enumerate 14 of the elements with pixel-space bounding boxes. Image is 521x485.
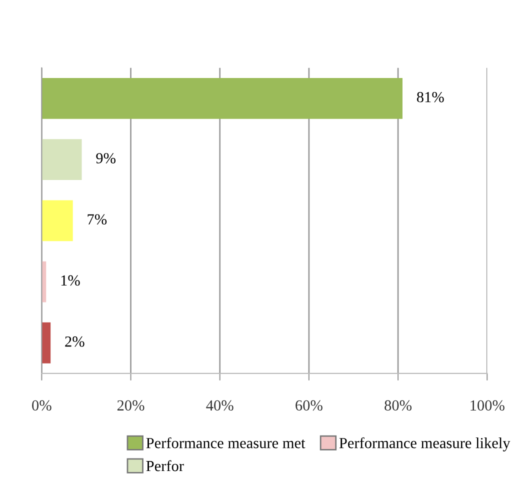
x-tick-label: 0%	[32, 400, 52, 411]
data-label: 2%	[65, 336, 84, 347]
x-tick-label: 20%	[117, 400, 144, 411]
data-label: 81%	[416, 92, 444, 102]
legend-label: Performance measure met	[146, 437, 306, 448]
data-label: 9%	[96, 153, 116, 164]
x-tick-label: 40%	[206, 400, 234, 411]
x-tick-label: 100%	[470, 400, 504, 411]
data-label: 7%	[88, 214, 107, 225]
x-tick-label: 80%	[384, 400, 412, 411]
x-tick-label: 60%	[296, 400, 322, 411]
legend-label: Performance measure likely	[339, 437, 510, 452]
data-label: 1%	[61, 275, 80, 286]
legend-label: Perfor	[146, 460, 184, 472]
